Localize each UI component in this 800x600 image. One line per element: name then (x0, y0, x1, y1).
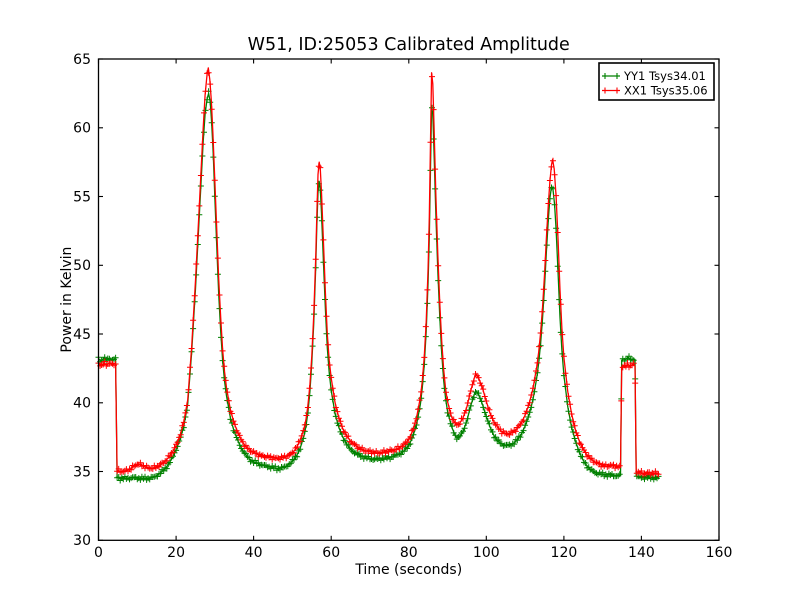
series-markers-xx1 (95, 69, 662, 478)
x-tick-label: 100 (473, 545, 500, 561)
legend-entry-yy1: YY1 Tsys34.01 (602, 69, 706, 83)
plot-area: 0 20 40 60 80 100 120 140 160 30 35 40 45 50 55 60 65 (73, 52, 732, 561)
legend-label-yy1: YY1 Tsys34.01 (623, 69, 706, 83)
x-tick-label: 160 (706, 545, 733, 561)
legend-entry-xx1: XX1 Tsys35.06 (602, 84, 708, 98)
y-axis-label: Power in Kelvin (59, 247, 75, 353)
x-tick-label: 80 (400, 545, 418, 561)
legend-plus-marker-yy1 (602, 73, 620, 79)
y-tick-label: 35 (73, 464, 91, 480)
legend-plus-marker-xx1 (602, 87, 620, 94)
y-tick-label: 40 (73, 396, 91, 412)
x-tick-label: 60 (322, 545, 340, 561)
series-line-yy1 (98, 92, 660, 480)
y-tick-label: 60 (73, 121, 91, 137)
y-tick-label: 50 (73, 258, 91, 274)
legend-label-xx1: XX1 Tsys35.06 (624, 84, 708, 98)
x-tick-label: 0 (94, 545, 103, 561)
x-tick-label: 120 (551, 545, 578, 561)
y-tick-label: 45 (73, 327, 91, 343)
chart-title: W51, ID:25053 Calibrated Amplitude (248, 35, 570, 55)
y-tick-label: 30 (73, 533, 91, 549)
legend-box (598, 62, 715, 101)
legend: YY1 Tsys34.01 XX1 Tsys35.06 (598, 62, 715, 101)
x-axis-label: Time (seconds) (354, 562, 462, 578)
x-tick-label: 20 (167, 545, 185, 561)
y-tick-label: 65 (73, 52, 91, 68)
y-tick-label: 55 (73, 189, 91, 205)
x-tick-label: 40 (245, 545, 263, 561)
axes-frame (97, 58, 720, 541)
series-markers-yy1 (95, 88, 662, 484)
x-tick-label: 140 (628, 545, 655, 561)
